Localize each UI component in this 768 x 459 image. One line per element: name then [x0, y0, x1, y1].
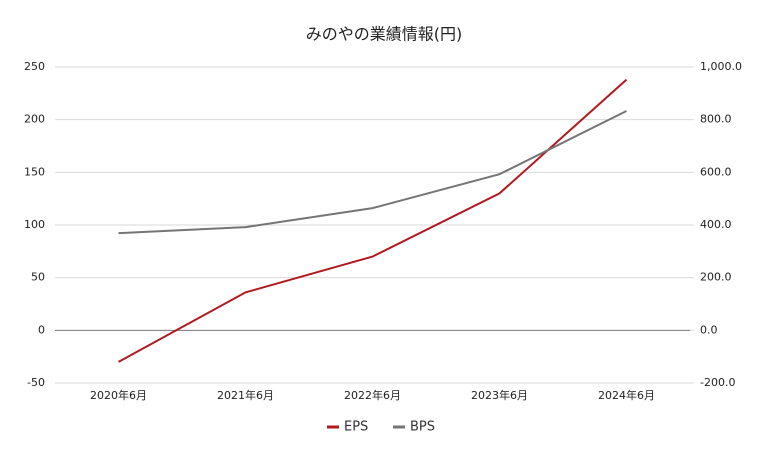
- y-tick-label: -50: [27, 376, 45, 389]
- y-tick-label: 250: [24, 60, 45, 73]
- y2-tick-label: 0.0: [700, 323, 718, 336]
- y-tick-label: 50: [31, 271, 45, 284]
- legend-label: BPS: [410, 420, 435, 435]
- x-tick-label: 2024年6月: [598, 388, 655, 402]
- y-tick-label: 200: [24, 113, 45, 126]
- y2-tick-label: 600.0: [700, 165, 732, 178]
- y-tick-label: 150: [24, 165, 45, 178]
- y-tick-label: 100: [24, 218, 45, 231]
- x-tick-label: 2023年6月: [471, 388, 528, 402]
- legend-label: EPS: [344, 420, 368, 435]
- chart-title: みのやの業績情報(円): [306, 25, 463, 44]
- x-tick-label: 2021年6月: [217, 388, 274, 402]
- y2-tick-label: 400.0: [700, 218, 732, 231]
- y2-tick-label: 200.0: [700, 271, 732, 284]
- y2-tick-label: -200.0: [700, 376, 735, 389]
- y2-tick-label: 800.0: [700, 113, 732, 126]
- y2-tick-label: 1,000.0: [700, 60, 742, 73]
- x-tick-label: 2022年6月: [344, 388, 401, 402]
- series-line: [118, 78, 628, 363]
- y-tick-label: 0: [38, 323, 45, 336]
- series-line: [118, 110, 627, 235]
- x-tick-label: 2020年6月: [90, 388, 147, 402]
